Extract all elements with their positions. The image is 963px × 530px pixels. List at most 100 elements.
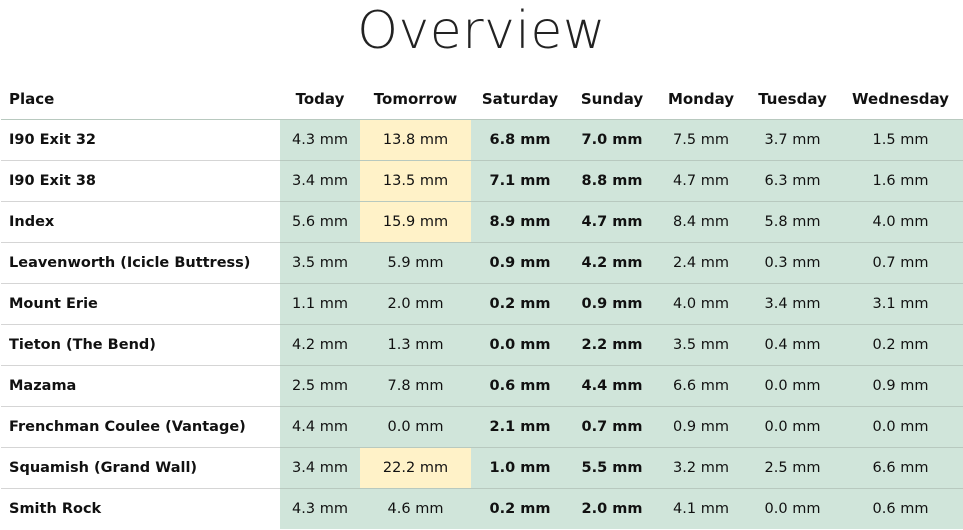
precipitation-cell: 4.7 mm <box>655 160 747 202</box>
place-name-cell: Mazama <box>1 365 280 407</box>
precipitation-cell: 0.0 mm <box>747 488 838 529</box>
precipitation-cell: 1.0 mm <box>471 447 569 489</box>
precipitation-cell: 0.4 mm <box>747 324 838 366</box>
precipitation-cell: 13.5 mm <box>360 160 471 202</box>
precipitation-cell: 22.2 mm <box>360 447 471 489</box>
precipitation-cell: 6.3 mm <box>747 160 838 202</box>
place-name-cell: Squamish (Grand Wall) <box>1 447 280 489</box>
precipitation-cell: 0.7 mm <box>569 406 655 448</box>
precipitation-cell: 3.7 mm <box>747 119 838 161</box>
precipitation-cell: 0.0 mm <box>838 406 963 448</box>
precipitation-cell: 1.1 mm <box>280 283 360 325</box>
precipitation-cell: 13.8 mm <box>360 119 471 161</box>
precipitation-cell: 4.4 mm <box>280 406 360 448</box>
precipitation-cell: 4.2 mm <box>569 242 655 284</box>
table-body: I90 Exit 32 4.3 mm 13.8 mm 6.8 mm 7.0 mm 7.5 … <box>1 119 963 529</box>
precipitation-cell: 8.9 mm <box>471 201 569 243</box>
table-row: I90 Exit 38 3.4 mm 13.5 mm 7.1 mm 8.8 mm 4.7 … <box>1 160 963 202</box>
precipitation-cell: 15.9 mm <box>360 201 471 243</box>
column-header-saturday: Saturday <box>471 79 569 120</box>
precipitation-cell: 0.2 mm <box>838 324 963 366</box>
precipitation-cell: 4.1 mm <box>655 488 747 529</box>
table-row: Mount Erie 1.1 mm 2.0 mm 0.2 mm 0.9 mm 4.0 mm… <box>1 283 963 325</box>
precipitation-cell: 4.6 mm <box>360 488 471 529</box>
table-row: Tieton (The Bend) 4.2 mm 1.3 mm 0.0 mm 2.2 m… <box>1 324 963 366</box>
precipitation-cell: 3.1 mm <box>838 283 963 325</box>
precipitation-cell: 1.3 mm <box>360 324 471 366</box>
precipitation-cell: 5.8 mm <box>747 201 838 243</box>
column-header-wednesday: Wednesday <box>838 79 963 120</box>
precipitation-cell: 5.9 mm <box>360 242 471 284</box>
precipitation-cell: 0.6 mm <box>471 365 569 407</box>
column-header-tomorrow: Tomorrow <box>360 79 471 120</box>
precipitation-cell: 2.4 mm <box>655 242 747 284</box>
precipitation-cell: 4.2 mm <box>280 324 360 366</box>
precipitation-cell: 0.0 mm <box>747 406 838 448</box>
precipitation-cell: 0.2 mm <box>471 283 569 325</box>
column-header-today: Today <box>280 79 360 120</box>
precipitation-cell: 1.6 mm <box>838 160 963 202</box>
column-header-tuesday: Tuesday <box>747 79 838 120</box>
place-name-cell: I90 Exit 32 <box>1 119 280 161</box>
precipitation-cell: 6.8 mm <box>471 119 569 161</box>
precipitation-cell: 0.9 mm <box>471 242 569 284</box>
precipitation-cell: 8.8 mm <box>569 160 655 202</box>
precipitation-table: Place Today Tomorrow Saturday Sunday Mon… <box>1 79 963 529</box>
precipitation-cell: 7.1 mm <box>471 160 569 202</box>
table-row: Index 5.6 mm 15.9 mm 8.9 mm 4.7 mm 8.4 mm 5.8 … <box>1 201 963 243</box>
table-row: Frenchman Coulee (Vantage) 4.4 mm 0.0 mm 2.… <box>1 406 963 448</box>
page-title: Overview <box>357 1 606 61</box>
precipitation-cell: 2.5 mm <box>747 447 838 489</box>
precipitation-cell: 0.2 mm <box>471 488 569 529</box>
table-row: Smith Rock 4.3 mm 4.6 mm 0.2 mm 2.0 mm 4.1 mm… <box>1 488 963 529</box>
precipitation-cell: 6.6 mm <box>655 365 747 407</box>
precipitation-cell: 5.5 mm <box>569 447 655 489</box>
precipitation-cell: 0.3 mm <box>747 242 838 284</box>
precipitation-cell: 2.1 mm <box>471 406 569 448</box>
column-header-monday: Monday <box>655 79 747 120</box>
precipitation-cell: 3.4 mm <box>280 160 360 202</box>
precipitation-cell: 0.6 mm <box>838 488 963 529</box>
place-name-cell: Index <box>1 201 280 243</box>
place-name-cell: Tieton (The Bend) <box>1 324 280 366</box>
place-name-cell: I90 Exit 38 <box>1 160 280 202</box>
table-row: Leavenworth (Icicle Buttress) 3.5 mm 5.9 m… <box>1 242 963 284</box>
precipitation-cell: 3.5 mm <box>655 324 747 366</box>
precipitation-cell: 2.5 mm <box>280 365 360 407</box>
precipitation-cell: 3.4 mm <box>280 447 360 489</box>
place-name-cell: Smith Rock <box>1 488 280 529</box>
precipitation-cell: 2.0 mm <box>360 283 471 325</box>
column-header-place: Place <box>1 79 280 120</box>
precipitation-cell: 2.2 mm <box>569 324 655 366</box>
place-name-cell: Leavenworth (Icicle Buttress) <box>1 242 280 284</box>
place-name-cell: Frenchman Coulee (Vantage) <box>1 406 280 448</box>
table-row: Squamish (Grand Wall) 3.4 mm 22.2 mm 1.0 mm… <box>1 447 963 489</box>
precipitation-cell: 7.8 mm <box>360 365 471 407</box>
table-header-row: Place Today Tomorrow Saturday Sunday Mon… <box>1 79 963 120</box>
precipitation-cell: 0.9 mm <box>569 283 655 325</box>
precipitation-cell: 3.5 mm <box>280 242 360 284</box>
precipitation-cell: 3.4 mm <box>747 283 838 325</box>
precipitation-cell: 2.0 mm <box>569 488 655 529</box>
precipitation-cell: 0.0 mm <box>747 365 838 407</box>
precipitation-cell: 3.2 mm <box>655 447 747 489</box>
table-row: I90 Exit 32 4.3 mm 13.8 mm 6.8 mm 7.0 mm 7.5 … <box>1 119 963 161</box>
precipitation-cell: 4.0 mm <box>838 201 963 243</box>
precipitation-cell: 7.5 mm <box>655 119 747 161</box>
precipitation-cell: 8.4 mm <box>655 201 747 243</box>
precipitation-cell: 0.9 mm <box>838 365 963 407</box>
precipitation-cell: 6.6 mm <box>838 447 963 489</box>
precipitation-cell: 4.3 mm <box>280 119 360 161</box>
precipitation-cell: 0.7 mm <box>838 242 963 284</box>
place-name-cell: Mount Erie <box>1 283 280 325</box>
precipitation-cell: 4.4 mm <box>569 365 655 407</box>
precipitation-cell: 4.3 mm <box>280 488 360 529</box>
precipitation-cell: 1.5 mm <box>838 119 963 161</box>
precipitation-cell: 4.0 mm <box>655 283 747 325</box>
table-row: Mazama 2.5 mm 7.8 mm 0.6 mm 4.4 mm 6.6 mm 0.0 … <box>1 365 963 407</box>
precipitation-cell: 7.0 mm <box>569 119 655 161</box>
precipitation-cell: 0.0 mm <box>360 406 471 448</box>
precipitation-cell: 0.0 mm <box>471 324 569 366</box>
precipitation-cell: 0.9 mm <box>655 406 747 448</box>
precipitation-cell: 4.7 mm <box>569 201 655 243</box>
